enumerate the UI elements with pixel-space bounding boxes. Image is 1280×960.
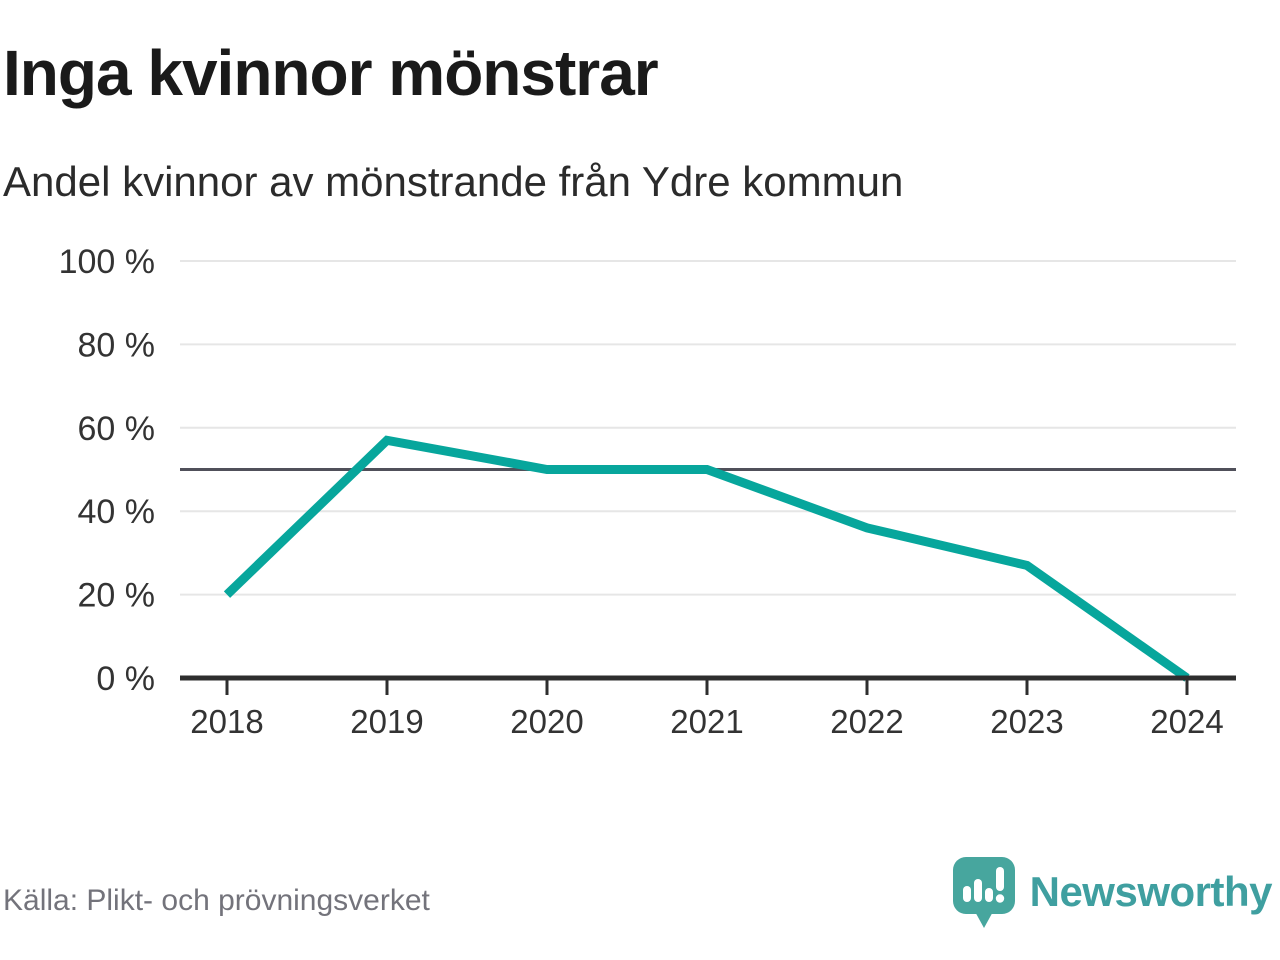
page-title: Inga kvinnor mönstrar (3, 37, 659, 109)
x-tick-label: 2020 (510, 703, 583, 740)
y-tick-label: 100 % (59, 243, 155, 281)
x-tick-label: 2021 (670, 703, 743, 740)
y-tick-label: 40 % (78, 493, 156, 531)
x-tick-label: 2018 (190, 703, 263, 740)
data-line (223, 435, 1190, 682)
x-tick-label: 2024 (1150, 703, 1223, 740)
x-tick-label: 2022 (830, 703, 903, 740)
x-tick-label: 2019 (350, 703, 423, 740)
y-tick-label: 0 % (96, 660, 155, 698)
brand-name: Newsworthy (1029, 868, 1273, 915)
y-tick-label: 20 % (78, 577, 156, 615)
source-note: Källa: Plikt- och prövningsverket (3, 884, 430, 917)
newsworthy-logo-icon (952, 856, 1018, 935)
y-tick-label: 60 % (78, 410, 156, 448)
line-chart: 0 % 20 % 40 % 60 % 80 % 100 % 2018 2019 2020 2021… (59, 243, 1236, 740)
y-tick-label: 80 % (78, 326, 156, 364)
page-subtitle: Andel kvinnor av mönstrande från Ydre ko… (3, 158, 904, 205)
newsworthy-brand: Newsworthy (952, 856, 1273, 935)
x-tick-label: 2023 (990, 703, 1063, 740)
